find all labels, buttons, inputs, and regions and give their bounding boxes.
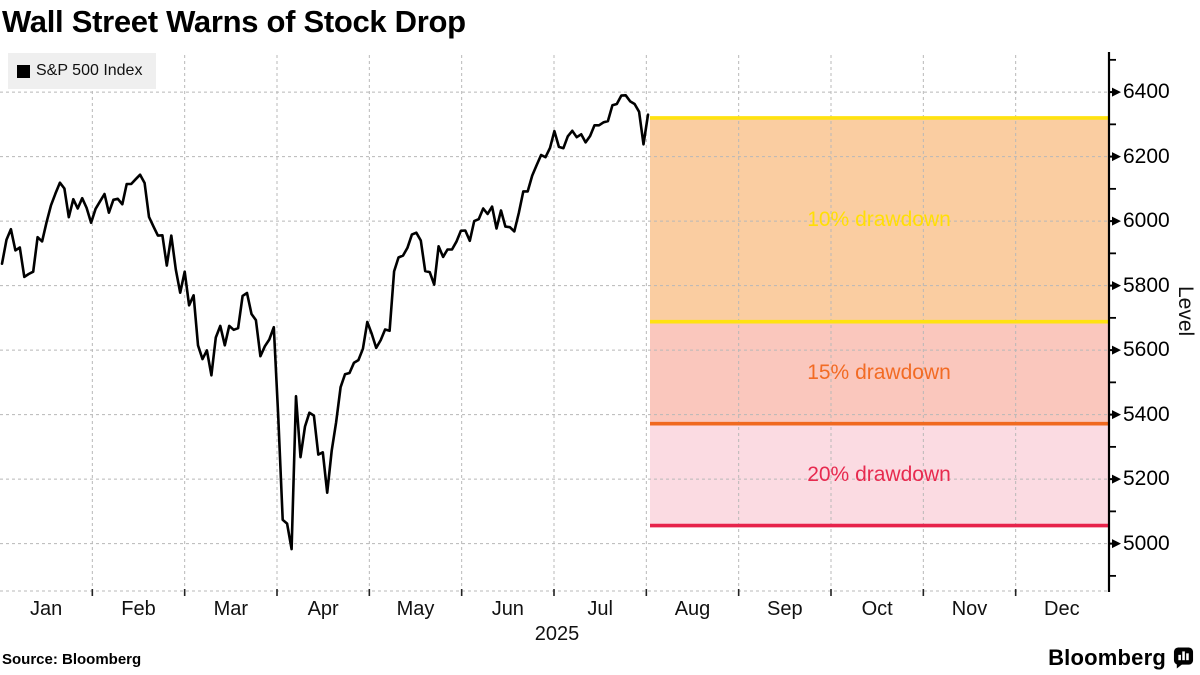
y-axis-tick-label: 5200 bbox=[1123, 467, 1170, 491]
drawdown-label-10: 10% drawdown bbox=[807, 207, 951, 231]
y-axis-tick-label: 6200 bbox=[1123, 144, 1170, 168]
drawdown-label-20: 20% drawdown bbox=[807, 462, 951, 486]
y-axis-tick-arrow bbox=[1112, 87, 1121, 97]
month-label-mar: Mar bbox=[213, 598, 249, 620]
y-axis-tick-label: 5800 bbox=[1123, 273, 1170, 297]
month-label-jul: Jul bbox=[587, 598, 613, 620]
branding: Bloomberg bbox=[1048, 645, 1194, 671]
month-label-jun: Jun bbox=[491, 598, 524, 620]
month-label-aug: Aug bbox=[674, 598, 711, 620]
chart-title: Wall Street Warns of Stock Drop bbox=[2, 4, 466, 39]
drawdown-band-1 bbox=[650, 321, 1108, 424]
y-axis-tick-label: 5600 bbox=[1123, 338, 1170, 362]
chart-legend: S&P 500 Index bbox=[8, 53, 157, 89]
month-label-dec: Dec bbox=[1044, 598, 1080, 620]
y-axis-tick-arrow bbox=[1112, 281, 1121, 291]
month-label-feb: Feb bbox=[121, 598, 156, 620]
drawdown-band-2 bbox=[650, 423, 1108, 526]
year-label: 2025 bbox=[534, 623, 580, 645]
y-axis-tick-arrow bbox=[1112, 410, 1121, 420]
y-axis-tick-label: 6400 bbox=[1123, 80, 1170, 104]
month-label-oct: Oct bbox=[861, 598, 893, 620]
legend-label: S&P 500 Index bbox=[36, 62, 143, 79]
y-axis-tick-arrow bbox=[1112, 345, 1121, 355]
y-axis-title: Level bbox=[1174, 286, 1197, 337]
drawdown-label-15: 15% drawdown bbox=[807, 360, 951, 384]
y-axis-tick-arrow bbox=[1112, 152, 1121, 162]
source-note: Source: Bloomberg bbox=[2, 651, 142, 668]
y-axis-tick-arrow bbox=[1112, 216, 1121, 226]
y-axis-tick-label: 5000 bbox=[1123, 531, 1170, 555]
bar-chart-bubble-icon bbox=[1173, 647, 1194, 669]
y-axis-tick-label: 5400 bbox=[1123, 402, 1170, 426]
month-label-sep: Sep bbox=[767, 598, 803, 620]
bloomberg-wordmark: Bloomberg bbox=[1048, 645, 1166, 670]
month-label-apr: Apr bbox=[307, 598, 339, 620]
month-label-jan: Jan bbox=[30, 598, 63, 620]
sp500-line bbox=[0, 94, 650, 551]
legend-swatch-icon bbox=[17, 64, 30, 78]
y-axis-tick-label: 6000 bbox=[1123, 209, 1170, 233]
y-axis-tick-arrow bbox=[1112, 539, 1121, 549]
y-axis-tick-arrow bbox=[1112, 474, 1121, 484]
drawdown-band-0 bbox=[650, 117, 1108, 322]
month-label-nov: Nov bbox=[951, 598, 988, 620]
month-label-may: May bbox=[396, 598, 435, 620]
